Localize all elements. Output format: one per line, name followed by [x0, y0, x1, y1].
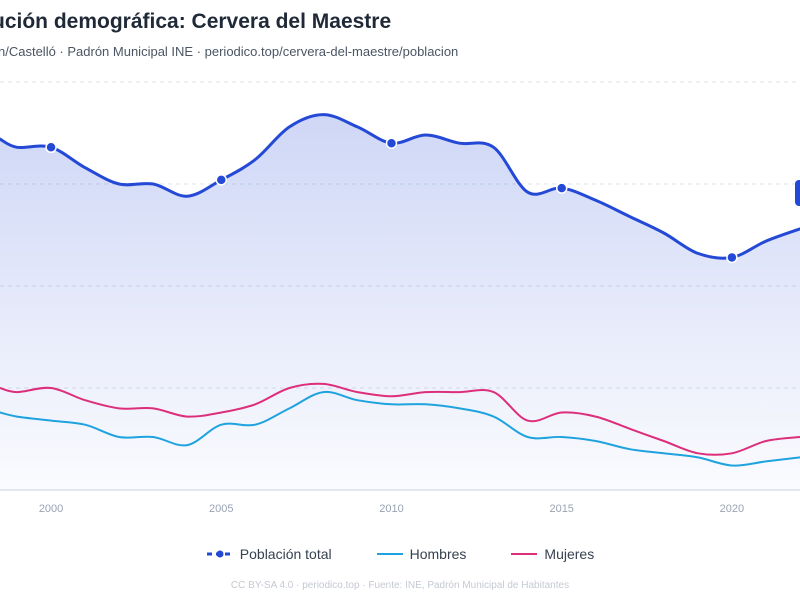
- marker-2005[interactable]: [215, 174, 228, 186]
- x-tick-2010: 2010: [379, 503, 403, 515]
- chart-title: ución demográfica: Cervera del Maestre: [0, 10, 392, 33]
- legend-item-0[interactable]: Población total: [206, 546, 332, 562]
- x-tick-2015: 2015: [549, 503, 573, 515]
- legend-label-0: Población total: [239, 546, 332, 562]
- legend-label-1: Hombres: [409, 546, 467, 562]
- footer-credits: CC BY-SA 4.0 · periodico.top · Fuente: I…: [230, 580, 570, 591]
- series-line-2: [0, 382, 800, 456]
- legend-swatch-0: [206, 550, 233, 558]
- x-axis: 2000 2005 2010 2015 2020: [39, 503, 744, 515]
- marker-2010[interactable]: [385, 137, 398, 149]
- area-poblacion-total: [0, 114, 800, 490]
- legend-item-2[interactable]: Mujeres: [510, 546, 594, 562]
- tooltip-stub: [795, 180, 800, 206]
- legend-label-2: Mujeres: [544, 546, 595, 562]
- x-tick-2005: 2005: [209, 503, 233, 515]
- chart-subtitle: n/Castelló · Padrón Municipal INE · peri…: [0, 44, 459, 59]
- legend: Población total Hombres Mujeres: [0, 544, 800, 564]
- marker-2015[interactable]: [555, 182, 568, 194]
- series-markers: [45, 137, 738, 264]
- legend-swatch-1: [376, 553, 403, 555]
- marker-2000[interactable]: [45, 141, 57, 154]
- marker-2020[interactable]: [726, 251, 738, 264]
- legend-item-1[interactable]: Hombres: [376, 546, 467, 562]
- legend-swatch-2: [511, 553, 538, 555]
- series-line-1: [0, 390, 800, 467]
- x-tick-2000: 2000: [39, 503, 63, 515]
- x-tick-2020: 2020: [720, 503, 744, 515]
